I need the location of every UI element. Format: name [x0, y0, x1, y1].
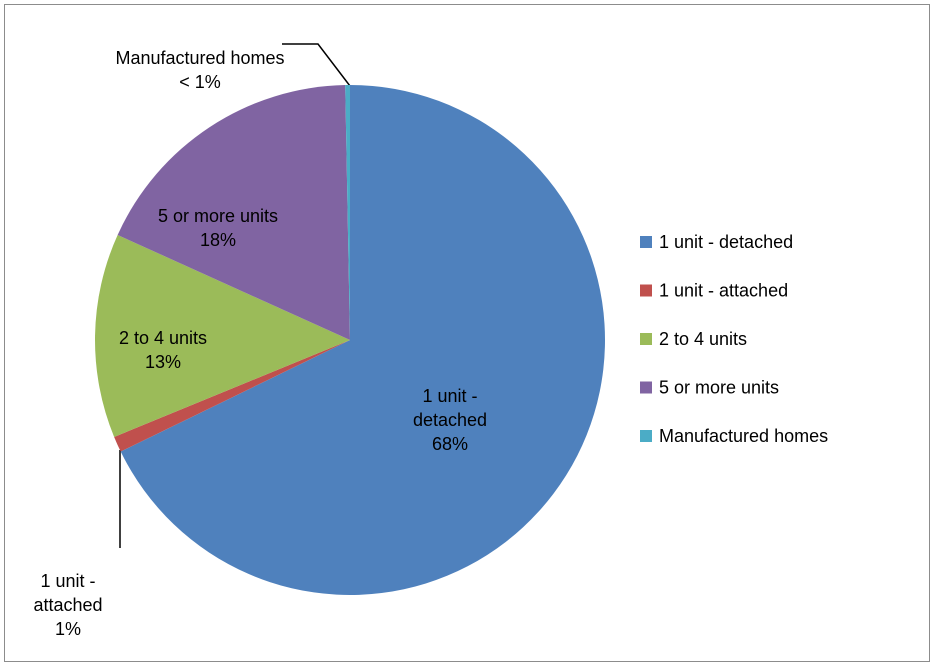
data-label-name: 1 unit - attached [33, 571, 103, 615]
data-label-name: 5 or more units [157, 206, 279, 226]
data-label-name: 2 to 4 units [118, 328, 208, 348]
pie-slice [120, 85, 605, 595]
pie-slice [345, 85, 350, 340]
legend-swatch [640, 333, 652, 345]
legend-label: 2 to 4 units [659, 329, 747, 349]
data-label-name: 1 unit - detached [412, 386, 488, 430]
pie-slice [94, 234, 350, 437]
legend-label: 1 unit - attached [659, 280, 788, 300]
legend-label: 5 or more units [659, 377, 779, 397]
data-label-value: 18% [199, 230, 237, 250]
pie-slice [114, 340, 350, 452]
pie-slice [117, 85, 350, 340]
legend-swatch [640, 381, 652, 394]
data-label-value: 68% [431, 434, 469, 454]
data-label: 5 or more units 18% [108, 204, 328, 252]
data-label-value: < 1% [179, 72, 221, 92]
legend-label: Manufactured homes [659, 426, 828, 446]
legend-swatch [640, 236, 652, 248]
data-label: 1 unit - detached 68% [390, 384, 510, 456]
data-label: 1 unit - attached 1% [13, 569, 123, 641]
data-label-name: Manufactured homes [115, 48, 285, 68]
chart-frame [4, 4, 930, 662]
data-label-value: 1% [54, 619, 81, 639]
data-label-value: 13% [144, 352, 182, 372]
data-label: 2 to 4 units 13% [63, 326, 263, 374]
data-label: Manufactured homes < 1% [115, 46, 285, 94]
leader-line [282, 43, 351, 87]
legend-swatch [640, 284, 652, 297]
legend-swatch [640, 430, 652, 442]
legend-label: 1 unit - detached [659, 232, 793, 252]
